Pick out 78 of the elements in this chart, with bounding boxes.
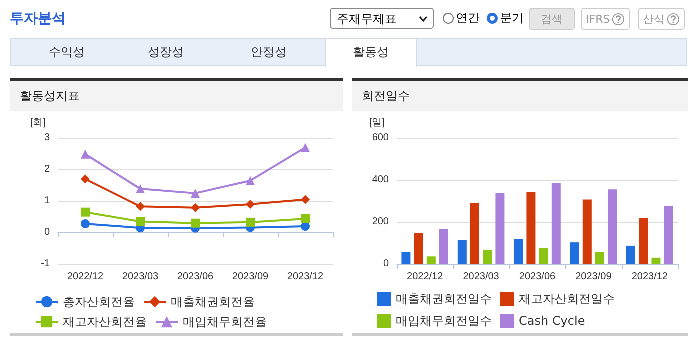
text: 산식 — [638, 8, 685, 30]
text: IFRS — [581, 8, 630, 30]
point — [301, 143, 310, 152]
chart-title: 활동성지표 — [10, 81, 343, 111]
y-tick-label: 3 — [44, 132, 50, 144]
bar — [440, 229, 448, 264]
point — [136, 202, 145, 212]
x-tick-label: 2023/12 — [632, 272, 668, 282]
point — [81, 208, 90, 217]
point — [136, 184, 145, 194]
text: 검색 — [529, 8, 575, 30]
text: 연간 — [456, 10, 480, 27]
bar — [608, 190, 618, 264]
point — [246, 218, 255, 227]
x-tick-label: 2023/09 — [232, 272, 270, 282]
text: 수익성 — [49, 44, 85, 61]
point — [301, 195, 310, 204]
bar — [582, 200, 592, 264]
x-tick-label: 2023/06 — [177, 272, 214, 282]
y-tick-label: 0 — [383, 258, 390, 270]
text: 분기 — [500, 10, 524, 27]
bar — [496, 193, 505, 264]
text: 성장성 — [148, 44, 184, 61]
bar — [514, 239, 524, 264]
bar — [552, 182, 561, 264]
legend-label: 매출채권회전일수 — [396, 292, 492, 306]
point — [191, 203, 200, 212]
bar — [458, 240, 467, 264]
point — [191, 188, 200, 198]
bar — [664, 206, 674, 264]
legend-label: 재고자산회전율 — [63, 315, 147, 329]
y-axis-title: [회] — [30, 118, 46, 128]
point — [81, 219, 90, 228]
bar — [526, 192, 536, 264]
point — [81, 174, 90, 184]
y-tick-label: 0 — [44, 227, 50, 238]
x-tick-label: 2022/12 — [407, 272, 444, 282]
y-tick-label: 600 — [372, 132, 390, 144]
text: 투자분석 — [10, 10, 66, 28]
chart-title: 회전일수 — [352, 81, 688, 111]
bar — [470, 203, 480, 264]
x-tick-label: 2023/03 — [122, 272, 160, 282]
text: 활동성 — [353, 44, 389, 61]
bar — [539, 248, 548, 264]
text: 주재무제표 — [337, 12, 397, 26]
x-tick-label: 2023/09 — [576, 272, 612, 282]
x-tick-label: 2023/06 — [519, 272, 556, 282]
bar — [652, 258, 661, 264]
point — [301, 214, 310, 224]
point — [81, 150, 90, 159]
point — [246, 200, 255, 209]
bar — [639, 218, 648, 264]
bar — [402, 252, 411, 264]
point — [136, 217, 145, 226]
y-tick-label: -1 — [41, 258, 50, 270]
bar — [414, 233, 424, 264]
y-tick-label: 200 — [372, 216, 390, 228]
bar — [426, 256, 436, 264]
legend-label: 재고자산회전일수 — [519, 292, 615, 306]
y-tick-label: 1 — [44, 196, 50, 206]
point — [191, 218, 200, 228]
y-tick-label: 2 — [44, 164, 50, 175]
bar — [596, 252, 604, 264]
legend-label: Cash Cycle — [519, 314, 586, 328]
text: 안정성 — [251, 44, 287, 61]
y-tick-label: 400 — [372, 174, 390, 186]
x-tick-label: 2022/12 — [67, 272, 104, 282]
x-tick-label: 2023/03 — [463, 272, 500, 282]
legend-label: 매입채무회전율 — [183, 315, 267, 329]
legend-label: 총자산회전율 — [63, 295, 135, 309]
x-tick-label: 2023/12 — [287, 272, 324, 282]
bar — [483, 250, 492, 264]
point — [246, 176, 255, 186]
legend-label: 매출채권회전율 — [171, 295, 255, 309]
y-axis-title: [일] — [369, 118, 386, 128]
bar — [570, 242, 580, 264]
legend-label: 매입채무회전일수 — [396, 314, 492, 328]
bar — [626, 246, 636, 264]
